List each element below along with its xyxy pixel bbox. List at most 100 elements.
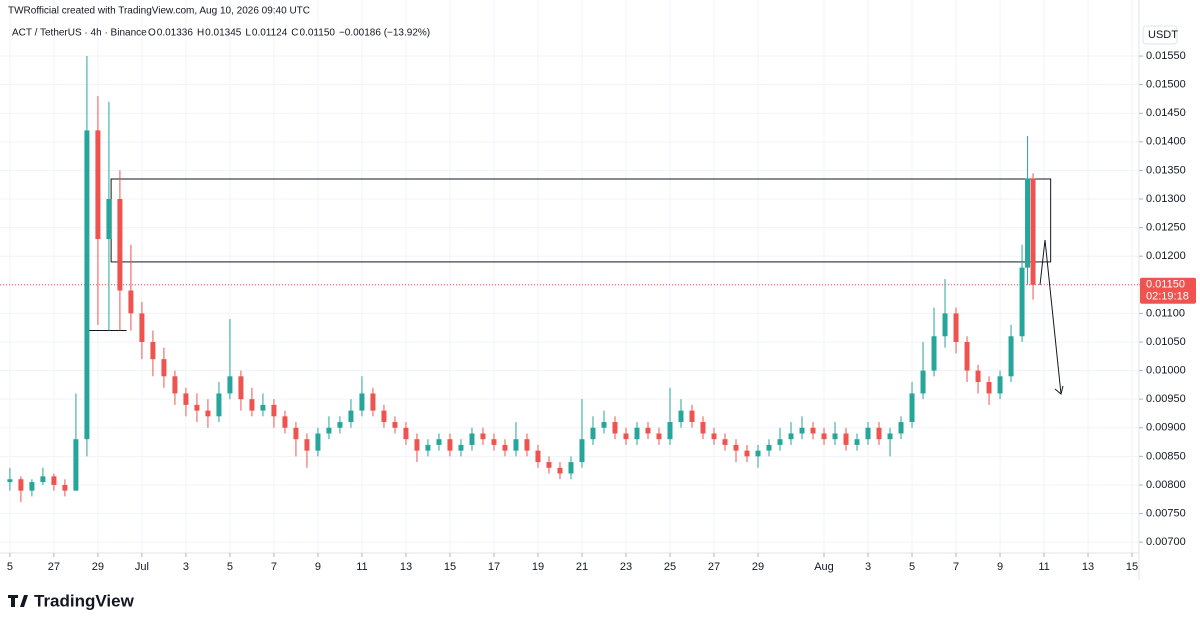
candle-body <box>238 376 244 400</box>
candle-body <box>865 427 871 440</box>
candle-body <box>1030 178 1036 285</box>
candle-body <box>689 410 695 423</box>
candle-body <box>359 393 365 411</box>
y-tick-label: 0.00700 <box>1146 536 1186 548</box>
candle-body <box>645 427 651 434</box>
candle-body <box>84 130 90 440</box>
candle-body <box>117 199 123 291</box>
currency: USDT <box>1148 29 1178 41</box>
y-tick-label: 0.01250 <box>1146 222 1186 234</box>
candle-body <box>447 439 453 451</box>
candle-body <box>601 422 607 428</box>
candle-body <box>557 467 563 474</box>
ohlc-value: 0.01336 <box>157 28 194 39</box>
candle-body <box>381 410 387 423</box>
candle-body <box>546 462 552 468</box>
candle-body <box>799 427 805 434</box>
x-tick-label: 29 <box>92 561 104 573</box>
x-tick-label: 9 <box>997 561 1003 573</box>
candle-body <box>623 433 629 440</box>
last-price-tag <box>1140 277 1196 304</box>
candle-body <box>95 130 101 240</box>
ohlc-key: H <box>197 28 204 39</box>
candle-body <box>656 433 662 440</box>
candle-body <box>1019 267 1025 337</box>
x-tick-label: 17 <box>488 561 500 573</box>
candle-body <box>271 404 277 417</box>
logo: TradingView <box>34 591 135 610</box>
x-tick-label: 27 <box>708 561 720 573</box>
candle-body <box>524 439 530 451</box>
x-tick-label: 5 <box>227 561 233 573</box>
ohlc-value: 0.01345 <box>205 28 242 39</box>
candle-body <box>1025 178 1031 268</box>
candle-body <box>304 439 310 451</box>
candle-body <box>986 382 992 394</box>
x-tick-label: Jul <box>135 561 149 573</box>
candle-body <box>150 341 156 360</box>
candle-body <box>205 410 211 417</box>
x-tick-label: 3 <box>183 561 189 573</box>
x-tick-label: 11 <box>1038 561 1049 573</box>
candle-body <box>172 376 178 394</box>
candle-body <box>535 450 541 463</box>
candle-body <box>425 444 431 451</box>
x-tick-label: 13 <box>1082 561 1094 573</box>
x-tick-label: 23 <box>620 561 632 573</box>
candle-body <box>568 462 574 474</box>
y-tick-label: 0.01000 <box>1146 364 1186 376</box>
candle-body <box>766 444 772 451</box>
candle-body <box>293 427 299 440</box>
candle-body <box>777 439 783 445</box>
y-tick-label: 0.01200 <box>1146 250 1186 262</box>
candle-body <box>876 427 882 440</box>
y-tick-label: 0.01500 <box>1146 79 1186 91</box>
x-tick-label: 3 <box>865 561 871 573</box>
projection-arrow <box>1039 239 1062 395</box>
candle-body <box>612 422 618 434</box>
candle-body <box>788 433 794 440</box>
candle-body <box>931 336 937 371</box>
x-tick-label: 15 <box>444 561 456 573</box>
candle-body <box>29 482 35 491</box>
candle-body <box>469 433 475 445</box>
y-tick-label: 0.00850 <box>1146 450 1186 462</box>
last-price-label: 0.01150 <box>1146 279 1185 291</box>
candle-body <box>898 422 904 434</box>
symbol: ACT / TetherUS · 4h · Binance <box>12 28 147 39</box>
y-tick-label: 0.00800 <box>1146 479 1186 491</box>
candle-body <box>997 376 1003 394</box>
candle-body <box>51 476 57 485</box>
x-tick-label: 29 <box>752 561 764 573</box>
candle-body <box>843 433 849 445</box>
y-tick-label: 0.01450 <box>1146 107 1186 119</box>
x-tick-label: 9 <box>315 561 321 573</box>
candle-body <box>315 433 321 451</box>
ohlc-value: 0.01124 <box>252 28 288 39</box>
candle-body <box>579 439 585 463</box>
candle-body <box>183 393 189 405</box>
candle-body <box>953 313 959 342</box>
candle-body <box>480 433 486 440</box>
y-tick-label: 0.00900 <box>1146 422 1186 434</box>
y-tick-label: 0.00950 <box>1146 393 1186 405</box>
x-tick-label: 25 <box>664 561 676 573</box>
candle-body <box>370 393 376 411</box>
ohlc-key: L <box>245 28 251 39</box>
x-tick-label: 21 <box>576 561 588 573</box>
candle-body <box>40 476 46 483</box>
candle-body <box>216 393 222 417</box>
candle-body <box>194 404 200 411</box>
candle-body <box>810 427 816 434</box>
candle-body <box>348 410 354 423</box>
candle-body <box>282 416 288 428</box>
candle-body <box>590 427 596 440</box>
ohlc-value: 0.01150 <box>300 28 336 39</box>
x-tick-label: 5 <box>909 561 915 573</box>
candle-body <box>73 439 79 491</box>
candle-body <box>458 444 464 451</box>
ohlc-key: O <box>148 28 156 39</box>
candle-body <box>733 444 739 451</box>
x-tick-label: 15 <box>1126 561 1138 573</box>
